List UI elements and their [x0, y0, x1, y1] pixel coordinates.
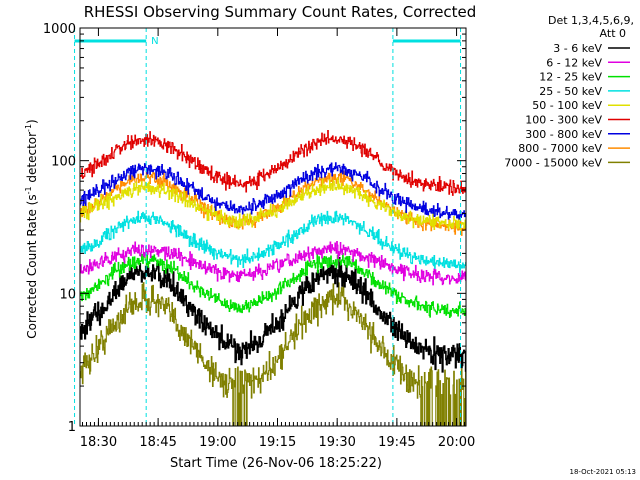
y-label-close: ): [25, 119, 39, 124]
legend-label-2: 12 - 25 keV: [539, 71, 602, 84]
series-line-6: [80, 162, 467, 220]
footer-timestamp: 18-Oct-2021 05:13: [570, 468, 636, 476]
legend-label-3: 25 - 50 keV: [539, 85, 602, 98]
legend-header-line1: Det 1,3,4,5,6,9,: [548, 14, 634, 27]
x-tick-label-3: 19:15: [259, 435, 296, 450]
y-label-main: Corrected Count Rate (s: [25, 194, 39, 338]
night-annotations: N: [74, 28, 462, 426]
series-line-3: [80, 210, 467, 273]
night-label-0: N: [151, 36, 158, 47]
y-axis-label: Corrected Count Rate (s-1 detector-1): [24, 119, 39, 338]
legend-label-0: 3 - 6 keV: [553, 42, 602, 55]
legend-header-line2: Att 0: [600, 27, 626, 40]
x-tick-label-6: 20:00: [438, 435, 475, 450]
y-label-exp2: -1: [24, 124, 33, 132]
legend-label-8: 7000 - 15000 keV: [504, 156, 602, 169]
y-label-mid: detector: [25, 132, 39, 187]
legend-label-7: 800 - 7000 keV: [518, 142, 602, 155]
series-line-8: [80, 280, 467, 427]
y-tick-label-0: 1: [68, 420, 76, 435]
series-line-5: [80, 130, 467, 196]
legend-label-6: 300 - 800 keV: [525, 128, 602, 141]
x-axis-label: Start Time (26-Nov-06 18:25:22): [170, 456, 382, 471]
legend-label-4: 50 - 100 keV: [532, 99, 602, 112]
legend-label-5: 100 - 300 keV: [525, 114, 602, 127]
y-tick-label-1: 10: [59, 287, 76, 302]
y-label-exp1: -1: [24, 186, 33, 194]
data-layer: [79, 130, 467, 427]
series-line-4: [80, 177, 467, 231]
x-tick-label-0: 18:30: [80, 435, 117, 450]
y-tick-label-2: 100: [51, 155, 76, 170]
x-tick-label-1: 18:45: [139, 435, 176, 450]
chart-title: RHESSI Observing Summary Count Rates, Co…: [84, 3, 477, 21]
axes: 18:30 18:45 19:00 19:15 19:30 19:45 20:00 1 10 10…: [43, 22, 475, 450]
x-tick-label-4: 19:30: [318, 435, 355, 450]
legend-label-1: 6 - 12 keV: [546, 56, 602, 69]
y-tick-label-3: 1000: [43, 22, 76, 37]
series-line-1: [80, 241, 467, 286]
x-tick-label-2: 19:00: [199, 435, 236, 450]
series-line-0: [79, 257, 467, 373]
x-tick-label-5: 19:45: [378, 435, 415, 450]
plot-frame: [79, 27, 467, 427]
